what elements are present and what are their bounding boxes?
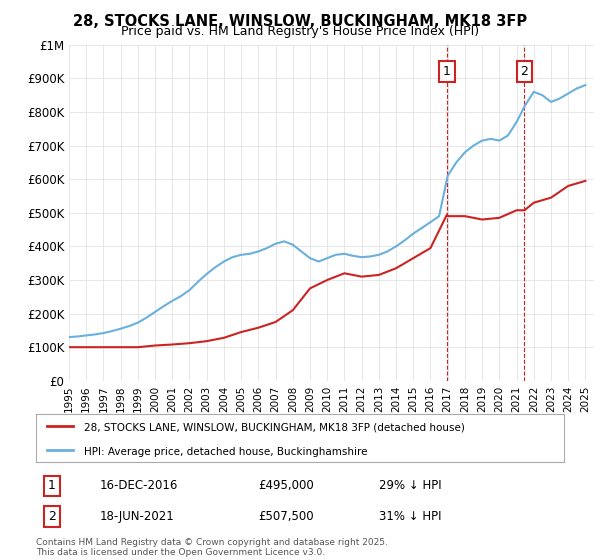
- Text: 1: 1: [48, 479, 56, 492]
- Text: £507,500: £507,500: [258, 510, 313, 523]
- Text: 31% ↓ HPI: 31% ↓ HPI: [379, 510, 442, 523]
- Text: 29% ↓ HPI: 29% ↓ HPI: [379, 479, 442, 492]
- Text: 2: 2: [48, 510, 56, 523]
- Text: 2: 2: [521, 65, 529, 78]
- Text: Price paid vs. HM Land Registry's House Price Index (HPI): Price paid vs. HM Land Registry's House …: [121, 25, 479, 38]
- Text: £495,000: £495,000: [258, 479, 314, 492]
- Text: 1: 1: [443, 65, 451, 78]
- Text: HPI: Average price, detached house, Buckinghamshire: HPI: Average price, detached house, Buck…: [83, 446, 367, 456]
- Text: 28, STOCKS LANE, WINSLOW, BUCKINGHAM, MK18 3FP (detached house): 28, STOCKS LANE, WINSLOW, BUCKINGHAM, MK…: [83, 423, 464, 433]
- Text: 28, STOCKS LANE, WINSLOW, BUCKINGHAM, MK18 3FP: 28, STOCKS LANE, WINSLOW, BUCKINGHAM, MK…: [73, 14, 527, 29]
- Text: 16-DEC-2016: 16-DEC-2016: [100, 479, 178, 492]
- Text: 18-JUN-2021: 18-JUN-2021: [100, 510, 174, 523]
- Text: Contains HM Land Registry data © Crown copyright and database right 2025.
This d: Contains HM Land Registry data © Crown c…: [36, 538, 388, 557]
